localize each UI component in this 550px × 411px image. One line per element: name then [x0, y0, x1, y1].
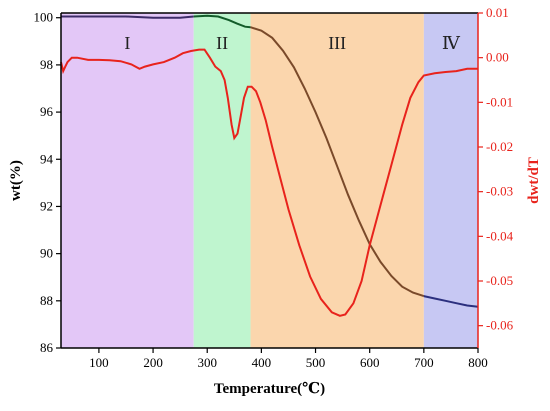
right-y-tick-label: -0.03 [486, 184, 513, 199]
region-band [250, 13, 424, 348]
dtg-curve [60, 48, 478, 317]
data-series [60, 14, 479, 317]
weight-curve [250, 26, 425, 298]
right-y-tick-label: -0.02 [486, 139, 513, 154]
x-tick-label: 500 [306, 355, 326, 370]
x-tick-label: 600 [360, 355, 380, 370]
x-axis-title: Temperature(℃) [214, 381, 325, 397]
left-y-tick-label: 100 [34, 10, 54, 25]
left-y-tick-label: 90 [40, 246, 53, 261]
temperature-regions [61, 13, 478, 348]
region-labels: I II III Ⅳ [124, 33, 461, 53]
right-y-tick-label: 0.00 [486, 50, 509, 65]
x-tick-label: 400 [252, 355, 272, 370]
left-y-tick-label: 96 [40, 104, 54, 119]
weight-curve [193, 14, 251, 29]
right-y-tick-label: -0.06 [486, 318, 514, 333]
right-y-tick-label: -0.04 [486, 228, 514, 243]
weight-curve [61, 15, 194, 19]
left-y-axis-title: wt(%) [8, 160, 24, 201]
left-y-tick-label: 94 [40, 151, 54, 166]
x-tick-label: 800 [468, 355, 488, 370]
region-band [193, 13, 251, 348]
x-tick-label: 100 [89, 355, 109, 370]
region-label: III [328, 33, 346, 53]
region-band [61, 13, 194, 348]
left-y-tick-label: 88 [40, 293, 53, 308]
region-label: II [216, 33, 228, 53]
right-y-tick-label: 0.01 [486, 5, 509, 20]
right-y-tick-label: -0.01 [486, 94, 513, 109]
left-y-tick-label: 86 [40, 340, 54, 355]
left-y-tick-label: 98 [40, 57, 53, 72]
region-label: Ⅳ [442, 33, 461, 53]
region-label: I [124, 33, 130, 53]
weight-curve [423, 295, 479, 308]
axes: 100 200 300 400 500 600 700 800 86 88 90 92 94 96 98 10… [34, 5, 514, 370]
x-tick-label: 200 [143, 355, 163, 370]
x-tick-label: 700 [414, 355, 434, 370]
right-y-axis-title: dwt/dT [526, 157, 542, 204]
right-y-tick-label: -0.05 [486, 273, 513, 288]
x-tick-label: 300 [197, 355, 217, 370]
left-y-tick-label: 92 [40, 198, 53, 213]
